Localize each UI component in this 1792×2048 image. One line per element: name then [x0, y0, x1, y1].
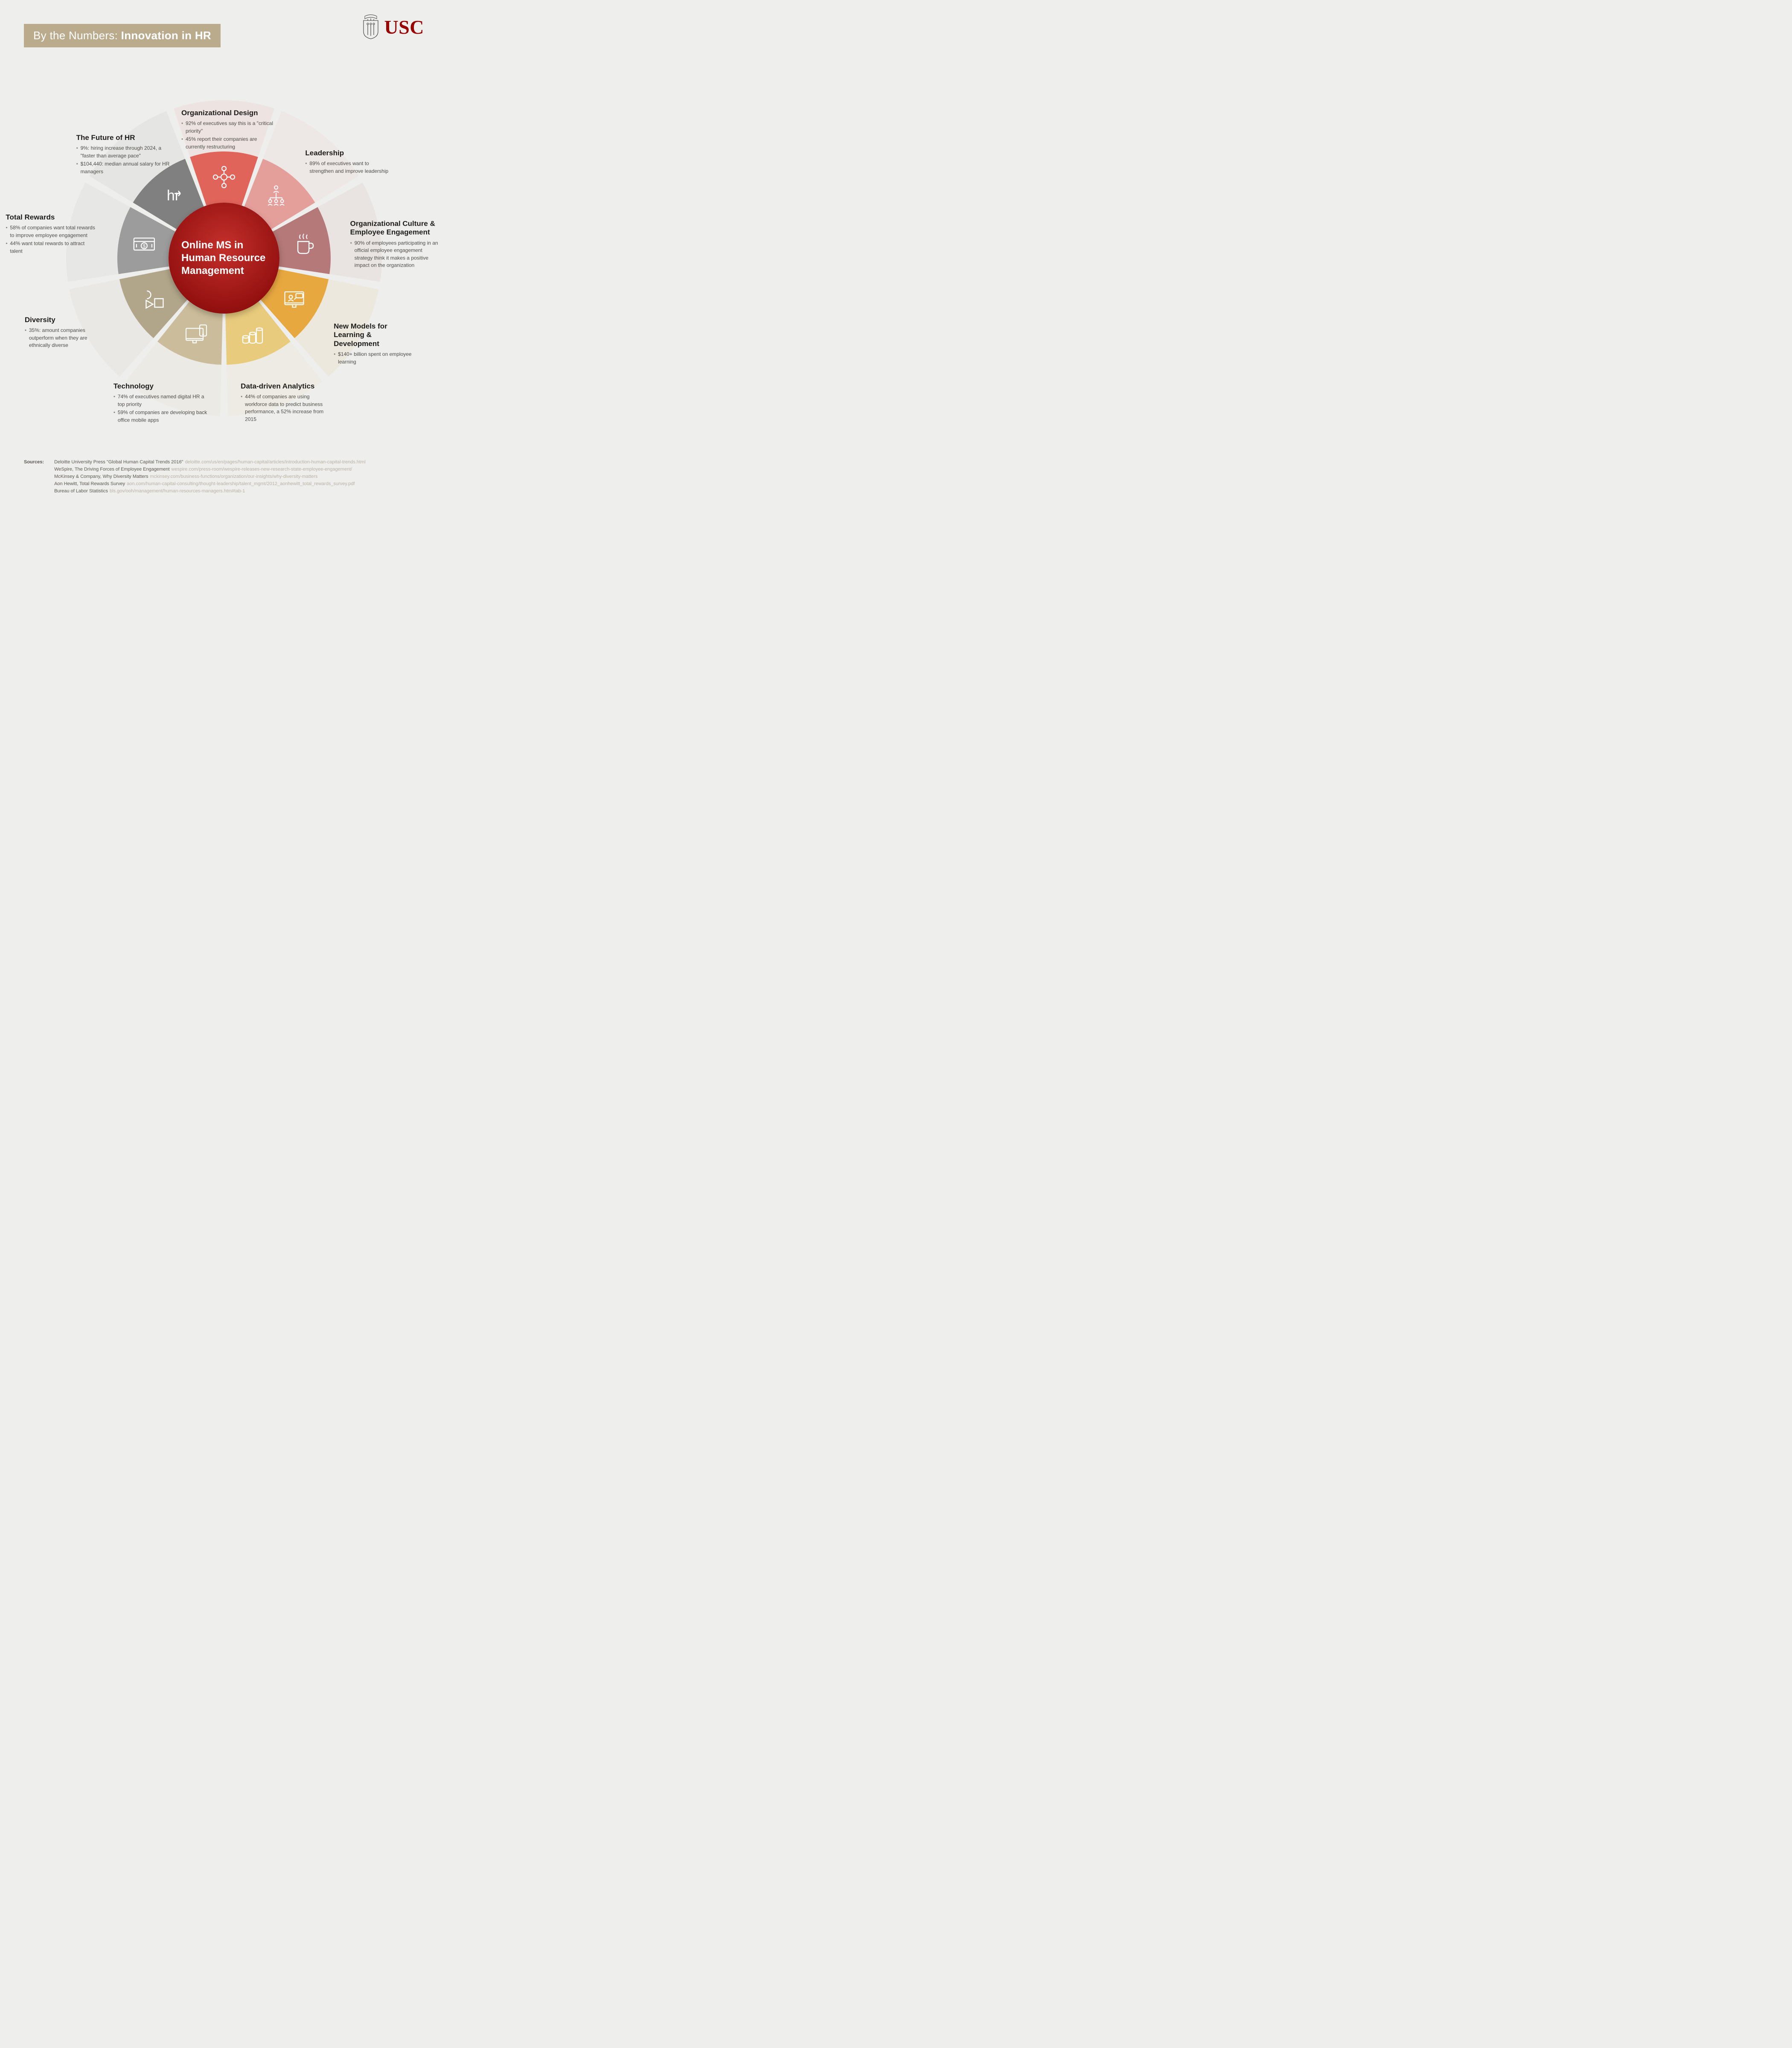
svg-text:$: $ [143, 244, 145, 249]
segment-title: Diversity [25, 316, 110, 324]
source-url: wespire.com/press-room/wespire-releases-… [172, 467, 352, 472]
shield-icon [362, 15, 380, 39]
segment-label: Data-driven Analytics 44% of companies ar… [241, 382, 330, 424]
header-title: Innovation in HR [121, 29, 211, 42]
center-title: Online MS in Human Resource Management [181, 239, 267, 277]
segment-label: Total Rewards 58% of companies want total… [6, 213, 95, 256]
source-row: Aon Hewitt, Total Rewards Surveyaon.com/… [54, 480, 366, 488]
segment-title: Organizational Culture & Employee Engage… [350, 220, 440, 237]
segment-bullet: 89% of executives want to strengthen and… [305, 160, 390, 175]
segment-title: Technology [113, 382, 207, 391]
hr-icon: hr [159, 183, 185, 209]
segment-bullets: 44% of companies are using workforce dat… [241, 393, 330, 423]
source-name: Bureau of Labor Statistics [54, 489, 108, 494]
segment-label: Organizational Design 92% of executives s… [181, 109, 275, 151]
segment-bullet: 44% of companies are using workforce dat… [241, 393, 330, 423]
segment-title: Organizational Design [181, 109, 275, 117]
mug-icon [291, 231, 317, 257]
source-url: bls.gov/ooh/management/human-resources-m… [110, 489, 245, 494]
segment-label: New Models for Learning & Development $14… [334, 322, 419, 367]
elearn-icon [282, 286, 307, 311]
source-url: deloitte.com/us/en/pages/human-capital/a… [185, 460, 366, 465]
center-circle: Online MS in Human Resource Management [169, 203, 279, 314]
money-icon: $ [131, 231, 157, 257]
source-name: WeSpire, The Driving Forces of Employee … [54, 467, 169, 472]
sources-label: Sources: [24, 459, 53, 466]
segment-bullets: 90% of employees participating in an off… [350, 239, 440, 269]
sources-block: Sources: Deloitte University Press "Glob… [24, 459, 424, 495]
source-url: aon.com/human-capital-consulting/thought… [127, 481, 355, 486]
segment-bullets: 35%: amount companies outperform when th… [25, 327, 110, 349]
segment-title: Data-driven Analytics [241, 382, 330, 391]
source-name: McKinsey & Company, Why Diversity Matter… [54, 474, 148, 479]
svg-text:hr: hr [167, 187, 180, 204]
logo-text: USC [384, 16, 424, 38]
source-row: Bureau of Labor Statisticsbls.gov/ooh/ma… [54, 488, 366, 495]
segment-bullet: 35%: amount companies outperform when th… [25, 327, 110, 349]
segment-label: The Future of HR 9%: hiring increase thro… [76, 134, 175, 176]
shapes-icon [141, 286, 166, 311]
segment-bullet: 58% of companies want total rewards to i… [6, 224, 95, 239]
source-row: Deloitte University Press "Global Human … [54, 459, 366, 466]
segment-bullet: 9%: hiring increase through 2024, a "fas… [76, 145, 175, 160]
segment-label: Technology 74% of executives named digita… [113, 382, 207, 425]
segment-bullets: 9%: hiring increase through 2024, a "fas… [76, 145, 175, 175]
segment-bullet: $104,440: median annual salary for HR ma… [76, 160, 175, 175]
source-row: WeSpire, The Driving Forces of Employee … [54, 466, 366, 473]
segment-label: Diversity 35%: amount companies outperfor… [25, 316, 110, 350]
segment-bullets: 74% of executives named digital HR a top… [113, 393, 207, 424]
cylinders-icon [239, 322, 265, 347]
source-name: Aon Hewitt, Total Rewards Survey [54, 481, 125, 486]
segment-bullet: 74% of executives named digital HR a top… [113, 393, 207, 408]
segment-title: Total Rewards [6, 213, 95, 222]
source-url: mckinsey.com/business-functions/organiza… [150, 474, 318, 479]
segment-bullets: 58% of companies want total rewards to i… [6, 224, 95, 255]
network-icon [211, 164, 237, 190]
segment-bullet: 90% of employees participating in an off… [350, 239, 440, 269]
segment-title: New Models for Learning & Development [334, 322, 419, 348]
segment-bullet: 59% of companies are developing back off… [113, 409, 207, 424]
segment-bullet: 45% report their companies are currently… [181, 136, 275, 151]
source-name: Deloitte University Press "Global Human … [54, 460, 183, 465]
source-row: McKinsey & Company, Why Diversity Matter… [54, 473, 366, 480]
segment-bullets: 89% of executives want to strengthen and… [305, 160, 390, 175]
segment-bullet: $140+ billion spent on employee learning [334, 351, 419, 366]
segment-bullet: 92% of executives say this is a "critica… [181, 120, 275, 135]
segment-title: The Future of HR [76, 134, 175, 142]
segment-title: Leadership [305, 149, 390, 157]
segment-label: Leadership 89% of executives want to stre… [305, 149, 390, 176]
segment-bullets: $140+ billion spent on employee learning [334, 351, 419, 366]
monitor-icon [183, 322, 209, 347]
usc-logo: USC [362, 15, 424, 39]
segment-label: Organizational Culture & Employee Engage… [350, 220, 440, 270]
page-title-banner: By the Numbers: Innovation in HR [24, 24, 221, 47]
segment-bullets: 92% of executives say this is a "critica… [181, 120, 275, 151]
wheel-diagram: Online MS in Human Resource Management $… [0, 75, 448, 442]
hierarchy-icon [263, 183, 289, 209]
header-prefix: By the Numbers: [33, 29, 118, 42]
segment-bullet: 44% want total rewards to attract talent [6, 240, 95, 255]
